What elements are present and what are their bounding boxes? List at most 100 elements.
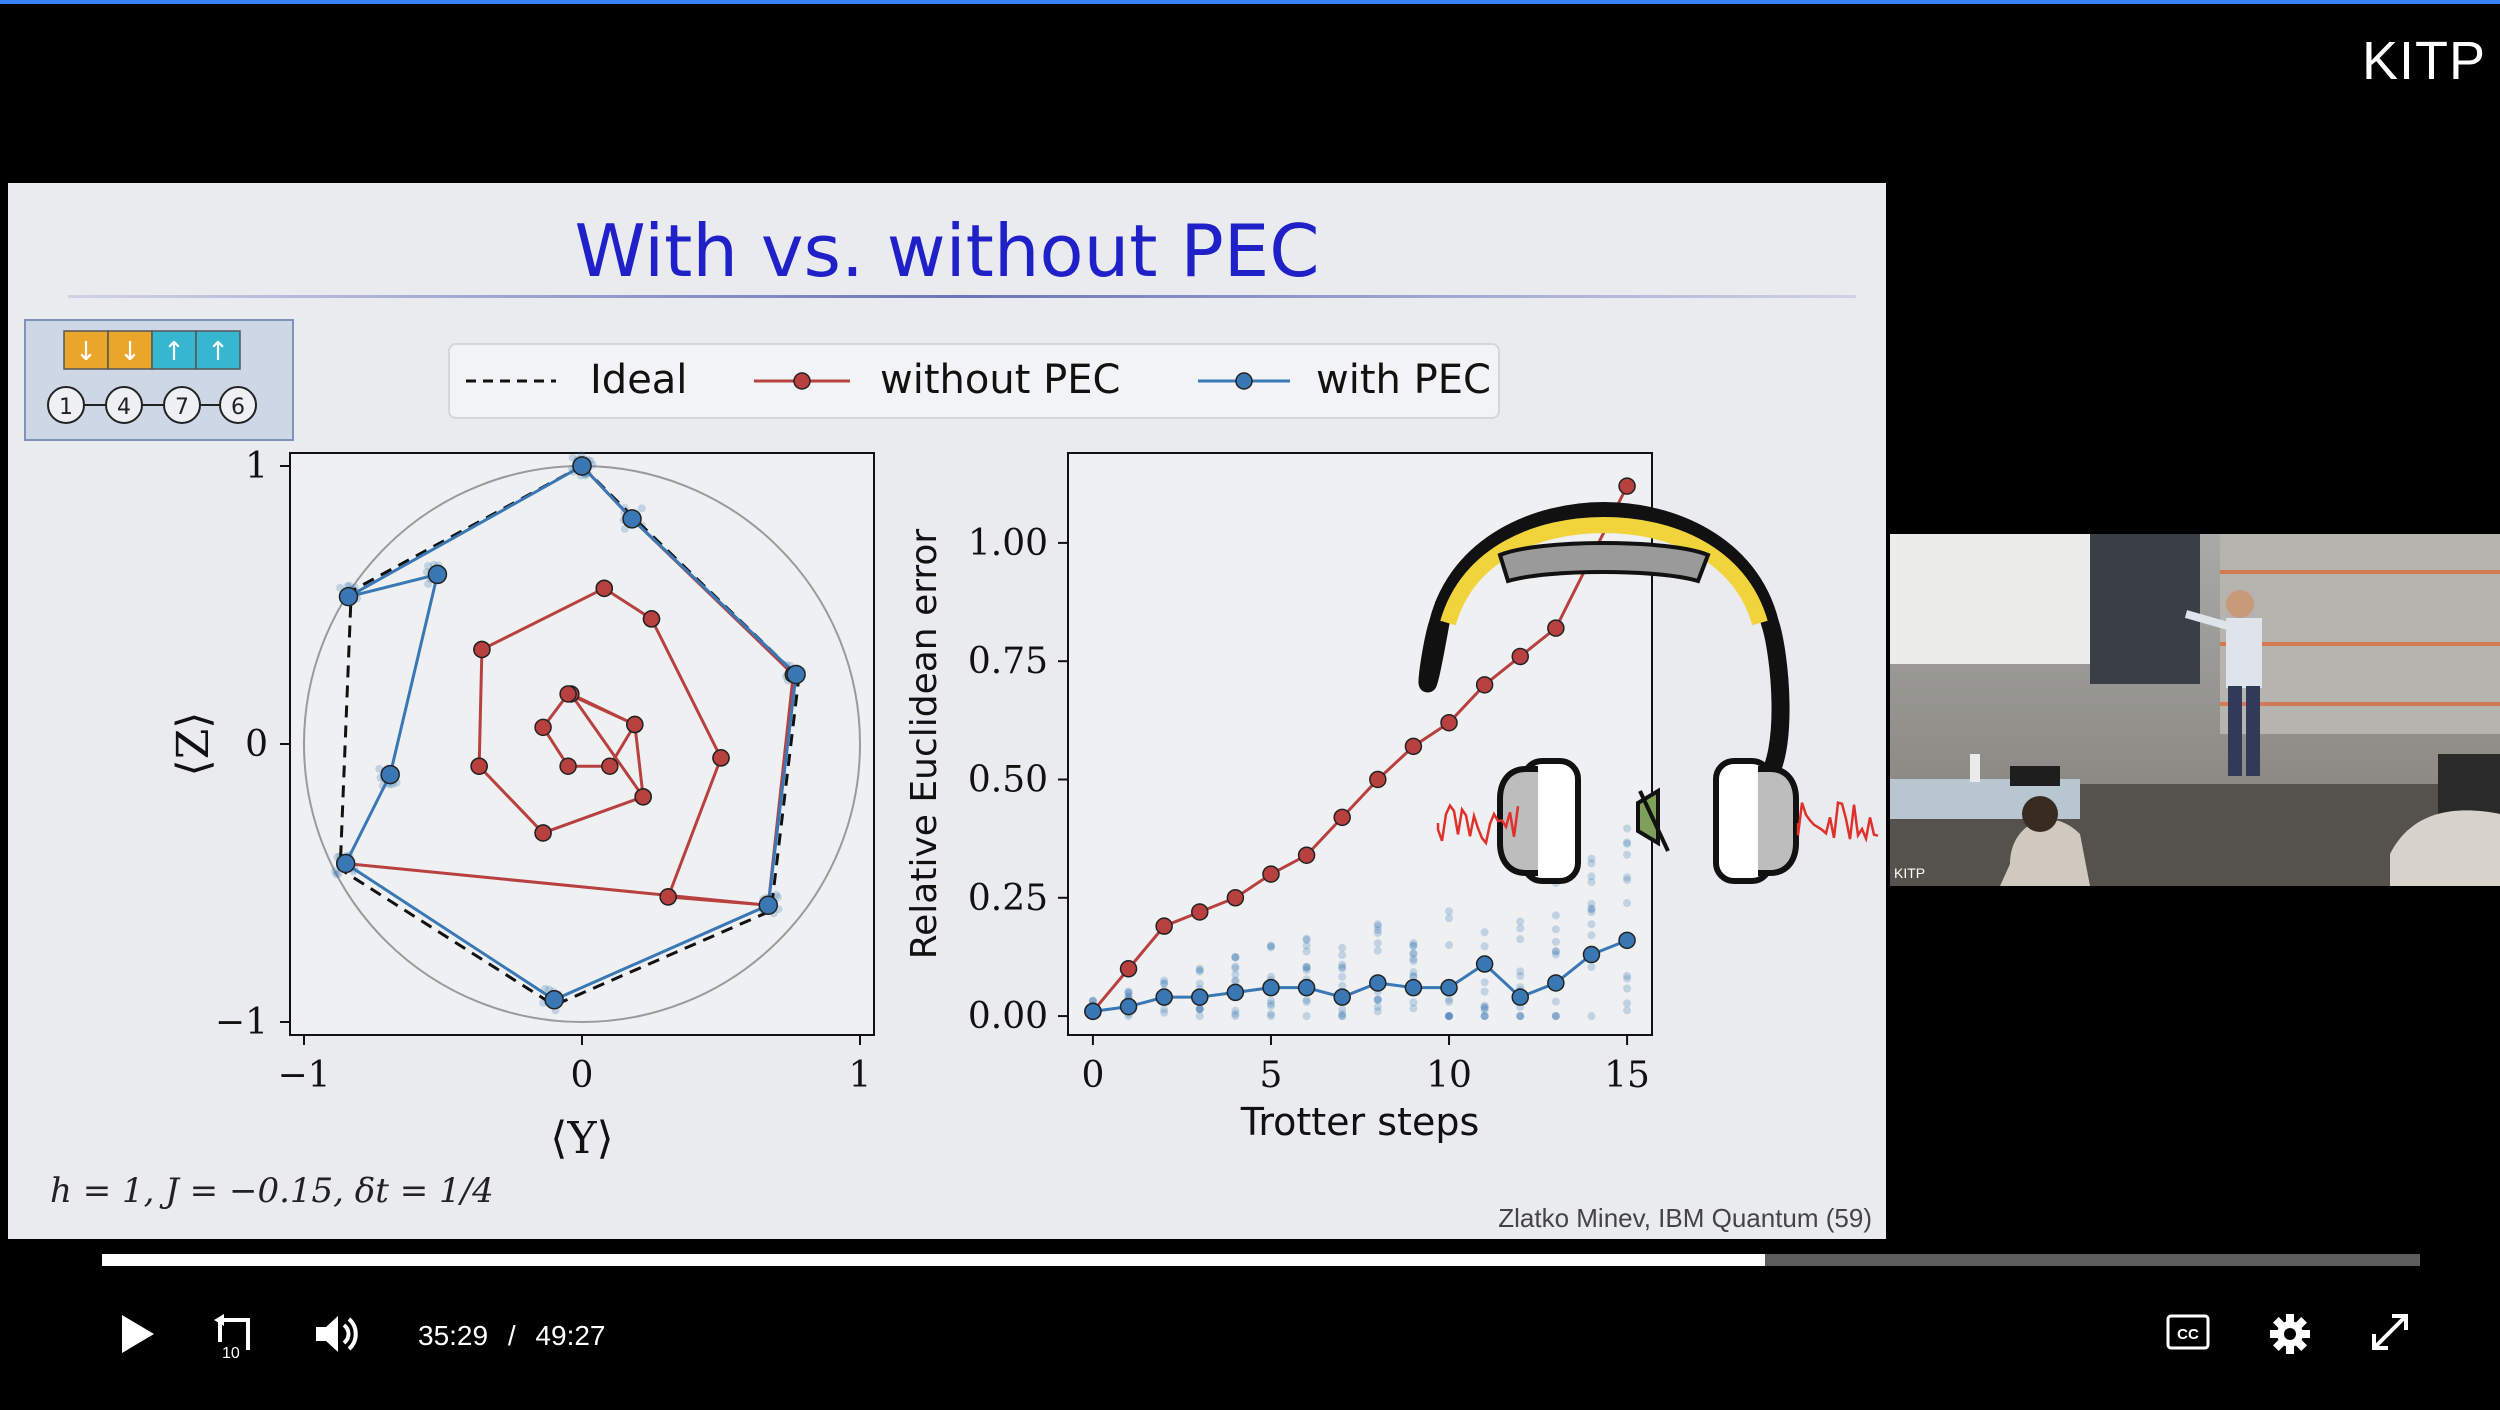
with-pec-point	[1582, 945, 1601, 964]
sample-dot	[1445, 1012, 1454, 1021]
qubit-diagram-svg: ↓ ↓ ↑ ↑ 1 4 7 6	[47, 330, 257, 424]
volume-icon	[316, 1316, 358, 1352]
qubit-box-4	[195, 330, 241, 370]
without-pec-point	[595, 579, 613, 598]
sample-dot	[1409, 972, 1418, 981]
sample-dot	[1409, 968, 1418, 977]
play-button[interactable]	[116, 1312, 160, 1360]
sample-dot	[568, 453, 577, 462]
sample-dot	[1266, 943, 1275, 952]
closed-captions-button[interactable]: CC	[2166, 1312, 2210, 1356]
with-pec-point	[1440, 978, 1458, 997]
x-tick-label: 0	[571, 1055, 594, 1096]
sample-dot	[1445, 1012, 1454, 1021]
sample-dot	[1409, 942, 1418, 951]
sample-dot	[1516, 971, 1525, 980]
with-pec-point	[544, 990, 564, 1010]
without-pec-point	[642, 610, 661, 628]
with-pec-point	[1297, 978, 1316, 997]
without-pec-point	[1191, 903, 1209, 921]
seek-bar[interactable]	[102, 1254, 2420, 1266]
sample-dot	[1373, 995, 1382, 1004]
sample-dot	[1480, 1001, 1489, 1010]
settings-button[interactable]	[2268, 1312, 2312, 1360]
y-tick-label: 1.00	[968, 523, 1048, 564]
sample-dot	[1480, 1003, 1489, 1012]
with-pec-point	[338, 586, 359, 607]
sample-dot	[1516, 1012, 1525, 1021]
sample-dot	[1302, 941, 1311, 950]
without-pec-point	[1618, 477, 1636, 495]
sample-dot	[1587, 931, 1596, 940]
sample-dot	[1338, 972, 1347, 981]
sample-dot	[332, 870, 341, 879]
sample-dot	[1373, 922, 1382, 931]
x-tick-label: 0	[1081, 1055, 1104, 1096]
sample-dot	[1623, 899, 1632, 908]
sample-dot	[1480, 1003, 1489, 1012]
without-pec-point	[659, 888, 677, 906]
sample-dot	[1445, 997, 1454, 1006]
webcam-watermark: KITP	[1894, 865, 1925, 881]
qubit-number: 6	[231, 395, 245, 420]
sample-dot	[1338, 1009, 1347, 1018]
sample-dot	[424, 580, 433, 589]
sample-dot	[1587, 878, 1596, 887]
sample-dot	[1124, 989, 1133, 998]
without-pec-point	[1511, 647, 1529, 666]
sample-dot	[1160, 1005, 1169, 1014]
legend-marker-without-pec	[793, 372, 811, 390]
sample-dot	[772, 890, 781, 899]
qubit-number: 4	[117, 395, 131, 420]
sample-dot	[1409, 954, 1418, 963]
sample-dot	[1587, 872, 1596, 881]
qubit-number: 7	[175, 395, 189, 420]
sample-dot	[1409, 998, 1418, 1007]
sample-dot	[1516, 924, 1525, 933]
sample-dot	[1302, 935, 1311, 944]
with-pec-point	[758, 895, 779, 915]
ideal-line	[338, 464, 801, 1008]
sample-dot	[1338, 1012, 1347, 1021]
sample-dot	[1338, 981, 1347, 990]
sample-dot	[1338, 1005, 1347, 1014]
rewind-10-button[interactable]: 10	[210, 1312, 258, 1364]
volume-button[interactable]	[312, 1312, 360, 1360]
without-pec-point	[1297, 846, 1316, 864]
without-pec-point	[559, 757, 577, 775]
sample-dot	[424, 561, 433, 570]
slide-title: With vs. without PEC	[574, 209, 1320, 293]
fullscreen-button[interactable]	[2370, 1312, 2410, 1356]
error-x-axis-label: Trotter steps	[1240, 1100, 1480, 1144]
sample-dot	[1338, 951, 1347, 960]
x-tick-label: 1	[849, 1055, 872, 1096]
sample-dot	[1266, 1001, 1275, 1010]
sample-dot	[1231, 962, 1240, 971]
sample-dot	[1302, 997, 1311, 1006]
sample-dot	[1195, 1005, 1204, 1014]
sample-dot	[1338, 1012, 1347, 1021]
sample-dot	[1195, 966, 1204, 975]
without-pec-point	[1119, 960, 1138, 978]
sample-dot	[1445, 914, 1454, 923]
sample-dot	[1480, 1012, 1489, 1021]
sample-dot	[1373, 928, 1382, 937]
without-pec-point	[473, 640, 491, 659]
sample-dot	[1551, 947, 1560, 956]
sample-dot	[1623, 971, 1632, 980]
duration: 49:27	[535, 1320, 606, 1351]
sample-dot	[1231, 953, 1240, 962]
sample-dot	[1231, 964, 1240, 973]
with-pec-point	[1369, 974, 1387, 992]
sample-dot	[1302, 995, 1311, 1004]
sample-dot	[1551, 925, 1560, 934]
sound-wave-icon	[1436, 801, 1879, 846]
error-plot: 0 5 10 15 0.00 0.25 0.50 0.75 1.00	[968, 477, 1650, 1096]
chart-legend: Ideal without PEC with PEC	[448, 343, 1500, 419]
with-pec-point	[427, 564, 448, 585]
without-pec-point	[534, 718, 552, 737]
without-pec-point	[1369, 770, 1387, 789]
sample-dot	[1373, 920, 1382, 929]
sample-dot	[1124, 988, 1133, 997]
